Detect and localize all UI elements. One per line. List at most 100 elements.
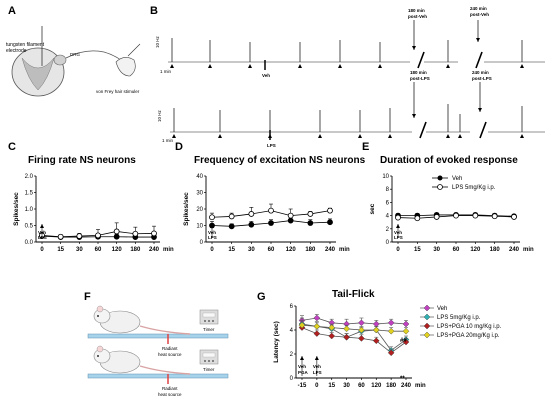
trace-veh-stim-marker [338, 64, 342, 68]
y-tick-label: 0.5 [25, 224, 34, 230]
panel-e-title: Duration of evoked response [380, 155, 518, 166]
arrow-label-veh: Veh [208, 230, 216, 235]
data-point [287, 212, 294, 219]
data-point [387, 319, 395, 327]
injection-arrowhead [40, 224, 44, 228]
sig-hash: ## [400, 338, 407, 344]
data-point [248, 211, 255, 217]
legend-label: LPS+PGA 10 mg/Kg i.p. [437, 324, 502, 330]
data-point [248, 221, 255, 228]
y-axis-label: Latency (sec) [273, 321, 280, 363]
x-tick-label: 240 [149, 247, 160, 253]
y-tick-label: 40 [196, 174, 203, 180]
x-tick-label: 180 [130, 247, 141, 253]
radiant-label-1: Radiant [162, 346, 178, 351]
trace-lps-stim-marker [318, 134, 322, 138]
y-tick-label: 8 [386, 187, 390, 193]
x-tick-label: 60 [95, 247, 102, 253]
tail-flick-setup-illustration [87, 305, 229, 384]
trace-veh-stim-marker [170, 64, 174, 68]
y-axis-label: Spikes/sec [13, 192, 20, 226]
y-axis-label: Spikes/sec [183, 192, 190, 226]
injection-arrowhead [396, 224, 400, 228]
y-tick-label: 4 [386, 214, 390, 220]
trace-lps-stim-marker [218, 134, 222, 138]
ann-lps-180: 180 min [410, 70, 427, 75]
data-point [209, 214, 215, 221]
x-unit-label: min [163, 247, 174, 253]
injection-arrowhead [210, 224, 214, 228]
trace-veh-240-stim-marker [520, 64, 524, 68]
data-point [151, 230, 157, 237]
legend-g: Veh LPS 5mg/Kg i.p. LPS+PGA 10 mg/Kg i.p. L… [420, 304, 502, 339]
data-point [268, 207, 274, 214]
data-point [433, 214, 440, 220]
x-tick-label: 180 [490, 247, 501, 253]
timepoint-arrowhead [412, 114, 416, 118]
x-tick-label: 30 [433, 247, 440, 253]
data-point [313, 314, 321, 322]
arrow-label-lps: LPS [38, 235, 47, 240]
y-tick-label: 0 [290, 376, 294, 382]
trace-lps-stim-marker [172, 134, 176, 138]
data-point [402, 338, 410, 346]
timepoint-arrowhead [412, 46, 416, 50]
data-point [511, 214, 517, 220]
trace-veh-180-stim-marker [446, 64, 450, 68]
arrow-label-veh: Veh [38, 230, 46, 235]
data-point [358, 335, 365, 342]
y-tick-label: 0 [200, 240, 204, 246]
trace-lps-stim-marker [388, 134, 392, 138]
heat-source-label-1: heat source [158, 352, 182, 357]
data-point [268, 220, 274, 226]
lps-marker-label: LPS [267, 143, 276, 148]
injection-arrowhead [314, 356, 319, 360]
trace-veh-stim-marker [208, 64, 212, 68]
data-point [113, 233, 120, 240]
stimulator-label: von Frey hair stimuler [96, 89, 140, 94]
y-tick-label: 1.5 [25, 191, 34, 197]
data-point [132, 230, 139, 237]
ann-veh-180-2: post-Veh [408, 14, 427, 19]
data-point [358, 319, 365, 327]
data-point [327, 219, 333, 226]
chart-c: 0.0 0.5 1.0 1.5 2.0 0 15 30 60 120 180 240 min Spikes… [13, 174, 174, 253]
trace-lps-180-stim-marker [458, 134, 462, 138]
ann-lps-240-2: post-LPS [472, 76, 492, 81]
data-point [373, 337, 380, 345]
panel-g-title: Tail-Flick [332, 289, 375, 300]
x-tick-label: 30 [248, 247, 255, 253]
legend-marker [423, 313, 431, 321]
legend-e-veh-marker [437, 175, 443, 181]
y-tick-label: 10 [196, 224, 203, 230]
data-point [298, 321, 306, 329]
x-unit-label: min [339, 247, 350, 253]
legend-marker [423, 304, 431, 312]
scale-time-top: 1 min [160, 69, 172, 74]
y-tick-label: 6 [386, 200, 390, 206]
x-tick-label: 30 [343, 383, 350, 389]
chart-d: 0 10 20 30 40 0 15 30 60 120 180 240 min Spikes/sec Ve… [183, 174, 350, 253]
data-point [373, 326, 380, 334]
legend-e-lps-marker [437, 184, 443, 190]
x-tick-label: 0 [40, 247, 44, 253]
axis-break [479, 121, 487, 139]
ann-lps-180-2: post-LPS [410, 76, 430, 81]
data-point [472, 212, 479, 219]
data-point [307, 211, 314, 217]
radiant-label-2: Radiant [162, 386, 178, 391]
x-tick-label: 120 [112, 247, 123, 253]
trace-veh-stim-marker [248, 64, 252, 68]
y-tick-label: 30 [196, 191, 203, 197]
ann-veh-240: 240 min [470, 6, 487, 11]
x-tick-label: 120 [286, 247, 297, 253]
chart-g: 0 2 4 6 -15 0 15 30 60 120 180 240 min Latency (sec) V… [273, 304, 426, 389]
data-point [76, 233, 83, 239]
x-tick-label: 15 [328, 383, 335, 389]
panel-f-letter: F [84, 291, 91, 303]
data-point [328, 324, 335, 331]
y-tick-label: 0 [386, 240, 390, 246]
panel-a-letter: A [8, 5, 16, 17]
legend-marker [423, 331, 431, 339]
